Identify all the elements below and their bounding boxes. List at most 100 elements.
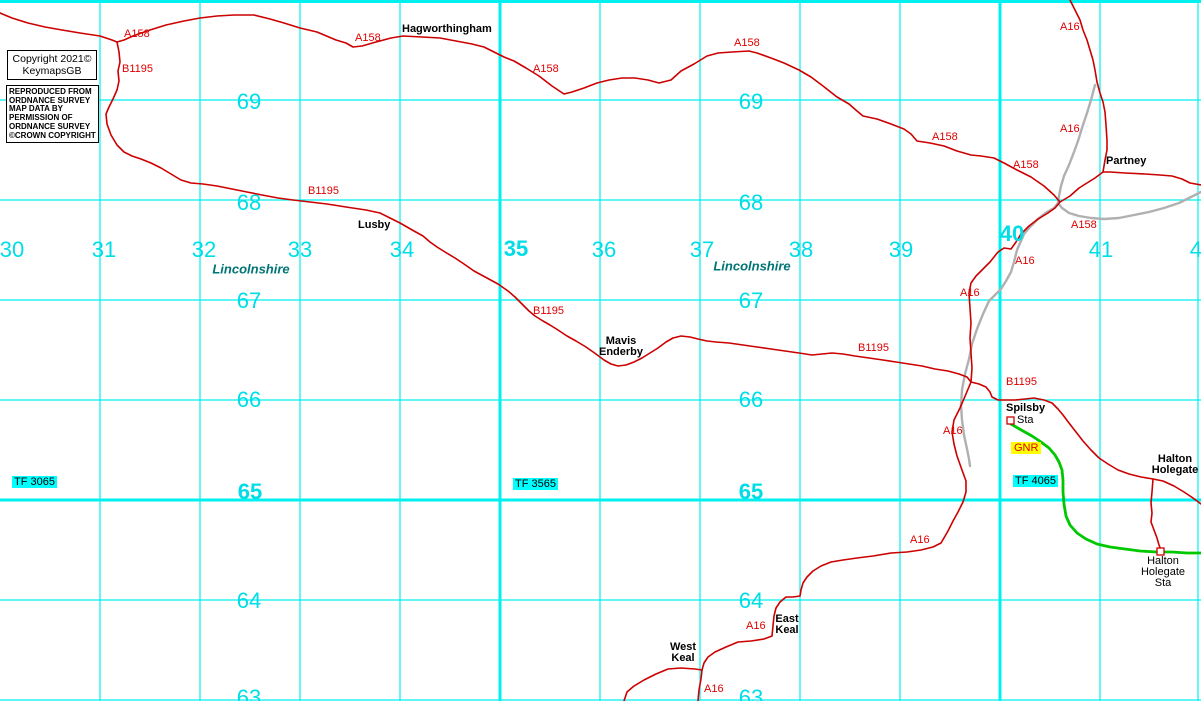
spilsby-station-marker	[1006, 416, 1015, 425]
grid-northing-65-right: 65	[738, 479, 764, 504]
grid-easting-36: 36	[591, 237, 617, 262]
road-label-a158-3: A158	[533, 63, 559, 75]
road-a16-north	[1059, 0, 1108, 203]
road-a158-east	[1102, 171, 1201, 186]
grid-easting-30: 30	[0, 237, 25, 262]
grid-northing-66-right: 66	[738, 387, 764, 412]
grid-northing-68-right: 68	[738, 190, 764, 215]
place-west-keal: West Keal	[670, 642, 696, 664]
county-label-east: Lincolnshire	[713, 258, 791, 274]
copyright-line2: KeymapsGB	[22, 65, 82, 77]
place-east-keal: East Keal	[775, 614, 798, 636]
halton-holegate-station-line1: Halton	[1147, 555, 1179, 567]
road-label-a16-5: A16	[943, 425, 963, 437]
grid-northing-67-right: 67	[738, 288, 764, 313]
road-label-b1195-2: B1195	[308, 185, 339, 197]
grid-lines-vertical-major	[498, 0, 1002, 701]
grid-easting-42: 42	[1189, 237, 1201, 262]
grid-northing-63-right: 63	[738, 685, 764, 701]
copyright-box-ordnance-survey: REPRODUCED FROM ORDNANCE SURVEY MAP DATA…	[6, 85, 99, 144]
county-label-west: Lincolnshire	[212, 261, 290, 277]
road-a158-west	[0, 12, 118, 43]
tile-ref-tf4065: TF 4065	[1013, 475, 1058, 487]
os-copyright-line6: ©CROWN COPYRIGHT	[9, 130, 96, 140]
road-label-a16-2: A16	[1060, 123, 1080, 135]
halton-holegate-station-label: Halton Holegate Sta	[1141, 556, 1185, 589]
road-b1195-east	[970, 381, 1201, 505]
dismantled-railway-spilsby	[959, 201, 1060, 468]
copyright-box-keymaps: Copyright 2021© KeymapsGB	[7, 50, 97, 80]
road-a158-main	[116, 14, 1061, 203]
place-lusby: Lusby	[358, 219, 391, 231]
grid-easting-39: 39	[888, 237, 914, 262]
road-label-a16-6: A16	[910, 534, 930, 546]
place-partney: Partney	[1106, 155, 1147, 167]
road-b1195-west	[105, 41, 972, 383]
road-label-a16-4: A16	[960, 287, 980, 299]
grid-easting-34: 34	[389, 237, 415, 262]
road-label-a158-4: A158	[734, 37, 760, 49]
os-copyright-line3: MAP DATA BY	[9, 104, 63, 114]
os-copyright-line2: ORDNANCE SURVEY	[9, 95, 91, 105]
road-label-a16-7: A16	[746, 620, 766, 632]
place-halton-holegate: Halton Holegate	[1152, 454, 1198, 476]
road-label-a158-1: A158	[124, 28, 150, 40]
place-mavis-enderby-line2: Enderby	[598, 346, 644, 358]
grid-easting-31: 31	[91, 237, 117, 262]
place-hagworthingham: Hagworthingham	[402, 23, 492, 35]
gnr-railway-line	[1009, 422, 1201, 555]
grid-northing-63-left: 63	[236, 685, 262, 701]
grid-easting-37: 37	[689, 237, 715, 262]
grid-easting-40: 40	[999, 221, 1025, 246]
grid-northing-69-right: 69	[738, 89, 764, 114]
road-label-a158-7: A158	[1071, 219, 1097, 231]
copyright-line1: Copyright 2021©	[12, 53, 92, 65]
road-label-a16-8: A16	[704, 683, 724, 695]
halton-holegate-station-marker	[1156, 547, 1165, 556]
dismantled-railway-partney	[1056, 83, 1201, 221]
road-label-b1195-4: B1195	[858, 342, 889, 354]
grid-northing-64-left: 64	[236, 588, 262, 613]
grid-northing-65-left: 65	[237, 479, 263, 504]
place-east-keal-line1: East	[775, 613, 799, 625]
place-east-keal-line2: Keal	[775, 624, 799, 636]
halton-holegate-station-line3: Sta	[1154, 577, 1172, 589]
os-copyright-line5: ORDNANCE SURVEY	[9, 121, 91, 131]
grid-northing-67-left: 67	[236, 288, 262, 313]
road-label-a16-3: A16	[1015, 255, 1035, 267]
grid-northing-66-left: 66	[236, 387, 262, 412]
road-minor-west-keal	[623, 667, 703, 701]
place-halton-holegate-line1: Halton	[1157, 453, 1193, 465]
place-west-keal-line2: Keal	[671, 652, 695, 664]
road-halton-holegate-station-spur	[1150, 478, 1162, 551]
grid-lines-horizontal-major	[0, 0, 1201, 502]
grid-easting-35: 35	[503, 236, 529, 261]
tile-ref-tf3565: TF 3565	[513, 478, 558, 490]
spilsby-station-label: Sta	[1017, 414, 1034, 426]
grid-northing-69-left: 69	[236, 89, 262, 114]
road-label-b1195-1: B1195	[122, 63, 153, 75]
grid-lines-vertical-minor	[99, 0, 1199, 701]
tile-ref-tf3065: TF 3065	[12, 476, 57, 488]
road-label-b1195-5: B1195	[1006, 376, 1037, 388]
road-label-b1195-3: B1195	[533, 305, 564, 317]
place-halton-holegate-line2: Holegate	[1151, 464, 1199, 476]
place-mavis-enderby-line1: Mavis	[605, 335, 637, 347]
grid-easting-38: 38	[788, 237, 814, 262]
road-a16-south	[697, 201, 1061, 701]
grid-northing-68-left: 68	[236, 190, 262, 215]
road-label-a158-2: A158	[355, 32, 381, 44]
halton-holegate-station-line2: Holegate	[1140, 566, 1186, 578]
grid-easting-32: 32	[191, 237, 217, 262]
grid-easting-33: 33	[287, 237, 313, 262]
place-mavis-enderby: Mavis Enderby	[599, 336, 643, 358]
grid-northing-64-right: 64	[738, 588, 764, 613]
road-label-a158-5: A158	[932, 131, 958, 143]
road-label-a158-6: A158	[1013, 159, 1039, 171]
grid-easting-41: 41	[1088, 237, 1114, 262]
place-west-keal-line1: West	[669, 641, 697, 653]
grid-lines-horizontal-minor	[0, 99, 1201, 701]
place-spilsby: Spilsby	[1006, 402, 1046, 414]
